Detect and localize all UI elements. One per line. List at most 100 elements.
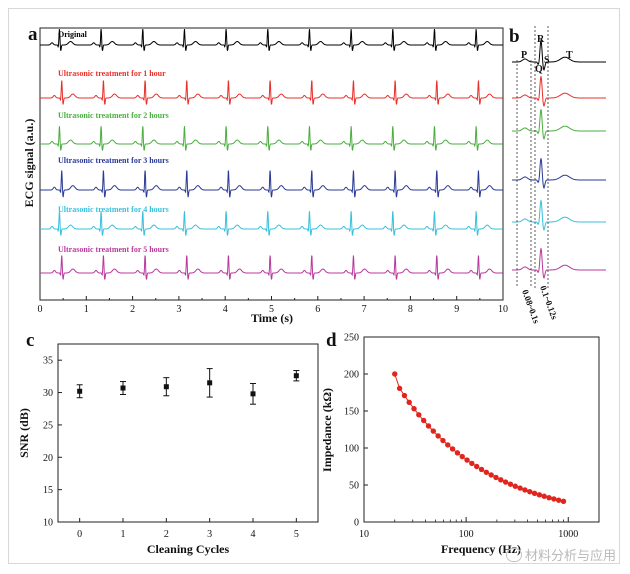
single-beat-trace (512, 76, 606, 108)
wechat-icon (505, 548, 522, 562)
impedance-point (459, 453, 465, 460)
snr-point (120, 385, 126, 391)
wave-label-r: R (537, 34, 545, 45)
wave-label-p: P (521, 50, 527, 61)
watermark-text: 材料分析与应用 (524, 549, 616, 564)
series-label: Ultrasonic treatment for 3 hours (58, 156, 169, 165)
impedance-point (493, 474, 499, 481)
panel-a-xtick-label: 2 (130, 304, 135, 315)
impedance-point (420, 417, 427, 424)
panel-d-ytick-label: 0 (354, 518, 359, 529)
impedance-point (435, 433, 441, 439)
snr-point (77, 388, 83, 394)
impedance-point (464, 457, 470, 463)
interval-annotation-1: 0.08~0.1s (520, 288, 542, 325)
impedance-point (401, 392, 408, 399)
impedance-point (445, 442, 451, 448)
panel-c-xtick-label: 2 (164, 529, 169, 540)
panel-d-xtick-label: 100 (459, 529, 474, 540)
impedance-point (551, 496, 557, 502)
impedance-point (396, 385, 403, 392)
panel-d-axes (363, 336, 600, 523)
impedance-point (430, 428, 436, 434)
panel-c-xtick-label: 5 (294, 529, 299, 540)
panel-a-traces: Original Ultrasonic treatment for 1 hour U… (40, 29, 503, 280)
impedance-point (512, 483, 518, 489)
single-beat-trace (512, 248, 606, 280)
impedance-point (517, 485, 523, 491)
wave-label-q: Q (535, 64, 543, 75)
panel-a-xtick-label: 5 (269, 304, 274, 315)
panel-c-ylabel: SNR (dB) (17, 408, 31, 458)
panel-d-ytick-label: 200 (344, 370, 359, 381)
single-beat-trace (512, 109, 606, 141)
series-label: Ultrasonic treatment for 5 hours (58, 245, 169, 254)
ecg-trace (40, 170, 503, 198)
impedance-point (488, 472, 494, 478)
ecg-trace (40, 255, 503, 280)
ecg-trace (40, 80, 503, 105)
snr-point (207, 380, 213, 386)
impedance-line (394, 373, 564, 502)
panel-d-points (392, 371, 567, 504)
impedance-point (522, 487, 528, 493)
ecg-trace (40, 29, 503, 51)
panel-d-xtick-label: 1000 (558, 529, 578, 540)
panel-a-xtick-label: 4 (223, 304, 228, 315)
panel-c-xtick-label: 3 (207, 529, 212, 540)
impedance-point (478, 466, 485, 473)
panel-d-ylabel: Impedance (kΩ) (320, 388, 334, 472)
panel-c-ytick-label: 20 (43, 453, 53, 464)
panel-a-ylabel: ECG signal (a.u.) (22, 119, 36, 208)
panel-c-xlabel: Cleaning Cycles (147, 542, 230, 556)
series-label: Ultrasonic treatment for 2 hours (58, 111, 169, 120)
panel-d-ticks: 0 50 100 150 200 250 10 100 1000 (344, 333, 578, 541)
panel-a-xtick-label: 10 (498, 304, 508, 315)
impedance-point (411, 406, 417, 412)
panel-a-xtick-label: 1 (84, 304, 89, 315)
series-label: Original (58, 30, 88, 39)
single-beat-trace (512, 40, 606, 72)
impedance-point (469, 460, 475, 467)
panel-c-points (76, 368, 300, 405)
panel-c-ytick-label: 15 (43, 485, 53, 496)
figure-frame (8, 8, 620, 564)
impedance-point (440, 437, 446, 444)
impedance-point (555, 497, 562, 503)
panel-b-guides (516, 26, 549, 288)
impedance-point (498, 477, 504, 483)
impedance-point (531, 490, 538, 496)
impedance-point (454, 450, 461, 456)
panel-d-xtick-label: 10 (359, 529, 369, 540)
impedance-point (483, 469, 490, 475)
panel-a-xticks: 0 1 2 3 4 5 6 7 8 9 10 (38, 296, 508, 315)
impedance-point (392, 371, 398, 377)
watermark: 材料分析与应用 (505, 545, 616, 564)
impedance-point (502, 479, 509, 485)
panel-c-ytick-label: 10 (43, 518, 53, 529)
impedance-point (541, 493, 547, 499)
panel-d-ytick-label: 50 (349, 481, 359, 492)
panel-a-xtick-label: 0 (38, 304, 43, 315)
panel-d-label: d (326, 330, 337, 351)
panel-a-xtick-label: 8 (408, 304, 413, 315)
panel-c-ytick-label: 35 (43, 356, 53, 367)
impedance-point (546, 494, 552, 501)
panel-d-ytick-label: 150 (344, 407, 359, 418)
panel-a-xtick-label: 3 (176, 304, 181, 315)
panel-c-xtick-label: 1 (121, 529, 126, 540)
series-label: Ultrasonic treatment for 4 hours (58, 205, 169, 214)
panel-c-ytick-label: 30 (43, 388, 53, 399)
panel-c-label: c (26, 330, 34, 351)
panel-a-xtick-label: 9 (454, 304, 459, 315)
wave-label-s: S (544, 55, 550, 66)
interval-annotation-2: 0.1~0.12s (538, 284, 560, 321)
wave-label-t: T (566, 50, 573, 61)
panel-d-ytick-label: 250 (344, 333, 359, 344)
ecg-trace (40, 211, 503, 236)
impedance-point (416, 412, 422, 418)
panel-d-ytick-label: 100 (344, 444, 359, 455)
impedance-point (425, 423, 432, 429)
impedance-point (507, 481, 514, 487)
